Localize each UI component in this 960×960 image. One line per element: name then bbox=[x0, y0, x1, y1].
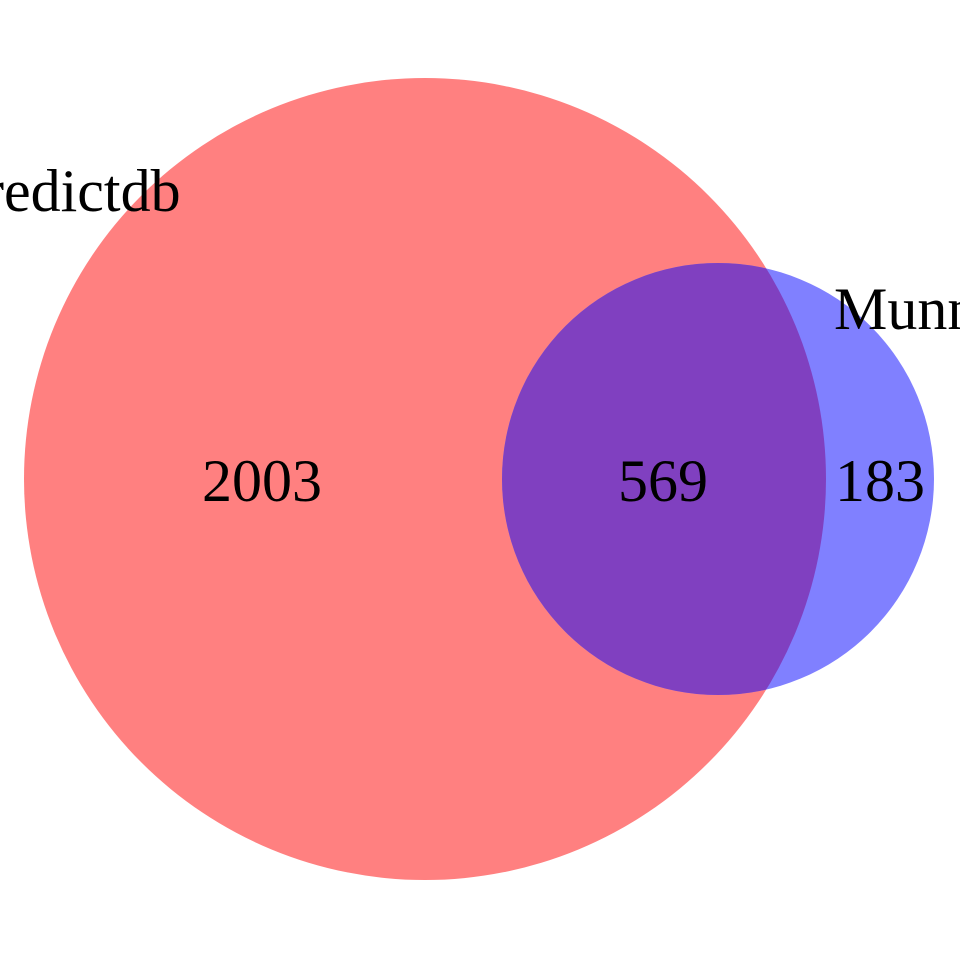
set-b-label: Munn bbox=[834, 276, 960, 342]
intersection-count: 569 bbox=[618, 448, 708, 514]
set-a-only-count: 2003 bbox=[202, 448, 322, 514]
set-a-label: redictdb bbox=[0, 158, 181, 224]
set-b-only-count: 183 bbox=[835, 448, 925, 514]
set-a-circle bbox=[24, 78, 826, 880]
intersection-region bbox=[502, 263, 826, 695]
